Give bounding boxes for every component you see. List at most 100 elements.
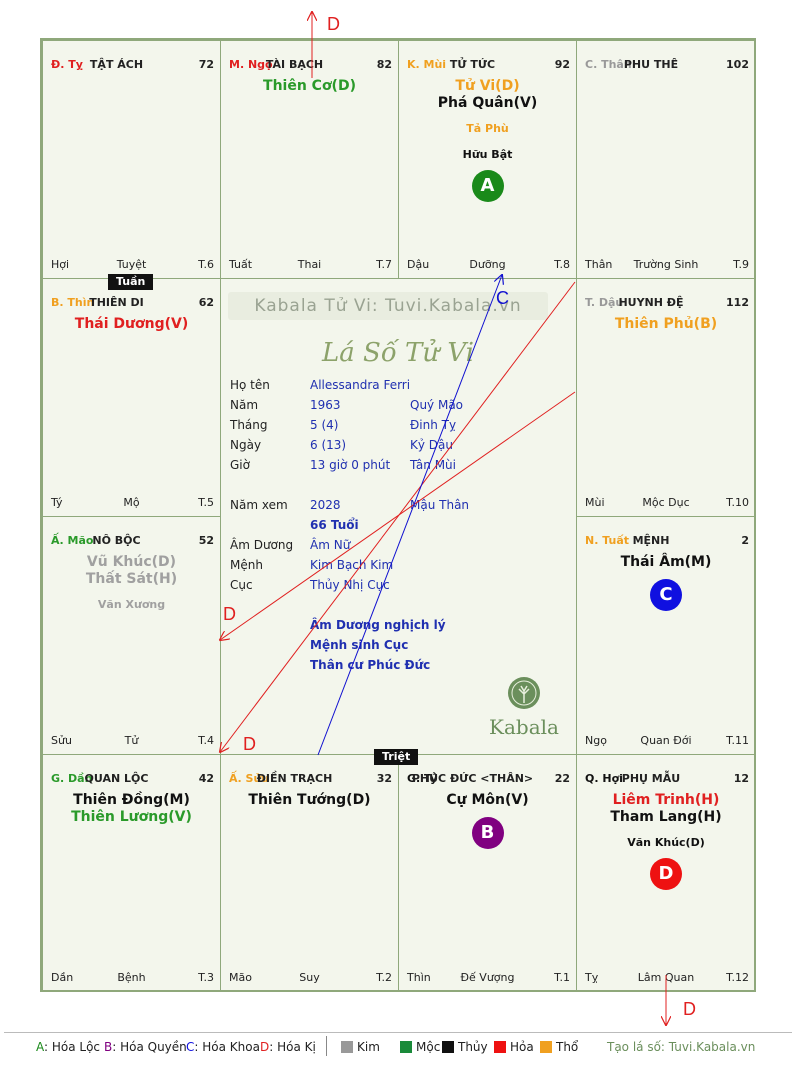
age-range: T.5 [198,496,214,509]
info-label: Mệnh [230,558,263,572]
chart-note: Thân cư Phúc Đức [310,658,431,672]
palace-name: TẬT ÁCH [89,58,144,71]
cycle-branch: Tý [51,496,63,509]
age-range: T.9 [733,258,749,271]
palace-thien-di[interactable]: B. Thìn THIÊN DI 62 Thái Dương(V) Tý Mộ T.5 [42,278,221,517]
age-range: T.3 [198,971,214,984]
palace-phu-the[interactable]: C. Thân PHU THÊ 102 Thân Trường Sinh T.9 [576,40,756,279]
palace-menh[interactable]: N. Tuất MỆNH 2 Thái Âm(M) C Ngọ Quan Đới T.11 [576,516,756,755]
info-canchi: Tân Mùi [410,458,456,472]
element-swatch [442,1041,454,1053]
transform-badge-d[interactable]: D [650,858,682,890]
life-stage: Thai [297,258,322,271]
palace-phuc-duc[interactable]: G. Tý PHÚC ĐỨC <THÂN> 22 Cự Môn(V) B Thìn Đế V… [398,754,577,992]
info-label: Âm Dương [230,538,294,552]
age-range: T.4 [198,734,214,747]
branch-label: M. Ngọ [229,58,273,71]
element-name: Thổ [556,1040,579,1054]
info-canchi: Mậu Thân [410,498,470,512]
stars-block: Thái Dương(V) [43,316,220,333]
minor-star: Hữu Bật [462,148,513,161]
info-label: Ngày [230,438,262,452]
stars-block: Liêm Trinh(H) Tham Lang(H) Văn Khúc(D) D [577,792,755,890]
legend-hoa-b: B: Hóa Quyền [104,1040,187,1054]
life-stage: Bệnh [117,971,146,984]
palace-number: 82 [376,58,392,71]
palace-name: TỬ TỨC [449,58,496,71]
transform-badge-b[interactable]: B [471,817,504,849]
minor-star: Văn Xương [97,598,166,611]
age-range: T.1 [554,971,570,984]
info-value: Allessandra Ferri [310,378,411,392]
element-name: Hỏa [510,1040,534,1054]
info-canchi: Quý Mão [410,398,464,412]
info-canchi: Đinh Tỵ [410,418,457,432]
branch-label: Ấ. Sửu [229,772,270,785]
transform-badge-c[interactable]: C [650,579,682,611]
info-value: 5 (4) [310,418,339,432]
age-range: T.2 [376,971,392,984]
legend-element: Thủy [442,1040,488,1054]
legend-hoa-a: A: Hóa Lộc [36,1040,100,1054]
palace-quan-loc[interactable]: G. Dần QUAN LỘC 42 Thiên Đồng(M) Thiên Lương… [42,754,221,992]
palace-number: 22 [554,772,570,785]
palace-number: 102 [726,58,749,71]
legend-text: : Hóa Lộc [44,1040,101,1054]
life-stage: Đế Vượng [460,971,515,984]
palace-number: 12 [733,772,749,785]
branch-label: T. Dậu [585,296,624,309]
cycle-branch: Ngọ [585,734,607,747]
legend-key: A [36,1040,44,1054]
legend-element: Thổ [540,1040,578,1054]
info-value: 13 giờ 0 phút [310,458,391,472]
stars-block: Thiên Đồng(M) Thiên Lương(V) [43,792,220,826]
palace-phu-mau[interactable]: Q. Hợi PHỤ MẪU 12 Liêm Trinh(H) Tham Lang(H)… [576,754,756,992]
label-d-bottom: D [683,999,696,1019]
palace-tat-ach[interactable]: Đ. Tỵ TẬT ÁCH 72 Hợi Tuyệt T.6 [42,40,221,279]
major-star: Thiên Cơ(D) [263,78,356,94]
element-swatch [540,1041,552,1053]
major-star: Tử Vi(D) [455,78,520,94]
palace-name: TÀI BẠCH [265,58,324,71]
major-star: Thiên Đồng(M) [73,792,190,808]
major-star: Thiên Phủ(B) [614,316,718,332]
branch-label: Q. Hợi [585,772,623,785]
info-label: Năm [230,398,259,412]
major-star: Liêm Trinh(H) [612,792,720,808]
palace-number: 62 [198,296,214,309]
info-value: Kim Bạch Kim [310,558,394,572]
cycle-branch: Mão [229,971,252,984]
branch-label: C. Thân [585,58,632,71]
palace-name: QUAN LỘC [84,772,149,785]
palace-tai-bach[interactable]: M. Ngọ TÀI BẠCH 82 Thiên Cơ(D) Tuất Thai T.7 [220,40,399,279]
major-star: Thiên Lương(V) [71,809,192,825]
palace-number: 32 [376,772,392,785]
cycle-branch: Thân [585,258,613,271]
age-range: T.6 [198,258,214,271]
tree-logo-icon [508,677,540,709]
site-credit[interactable]: Tạo lá số: Tuvi.Kabala.vn [607,1040,756,1054]
element-name: Mộc [416,1040,441,1054]
legend-text: : Hóa Kị [269,1040,316,1054]
palace-number: 72 [198,58,214,71]
palace-name: PHỤ MẪU [621,772,681,785]
element-swatch [341,1041,353,1053]
branch-label: N. Tuất [585,534,630,547]
legend-separator [326,1036,327,1056]
minor-star: Văn Khúc(D) [627,836,705,849]
legend-element: Hỏa [494,1040,534,1054]
palace-no-boc[interactable]: Ấ. Mão NÔ BỘC 52 Vũ Khúc(D) Thất Sát(H) Văn X… [42,516,221,755]
palace-huynh-de[interactable]: T. Dậu HUYNH ĐỆ 112 Thiên Phủ(B) Mùi Mộc Dục T… [576,278,756,517]
stars-block: Tử Vi(D) Phá Quân(V) Tả Phù Hữu Bật A [399,78,576,202]
legend-bar: A: Hóa Lộc B: Hóa Quyền C: Hóa Khoa D: Hóa … [0,1032,796,1066]
major-star: Tham Lang(H) [610,809,722,825]
info-label: Cục [230,578,253,592]
palace-number: 112 [726,296,749,309]
palace-number: 2 [741,534,749,547]
palace-dien-trach[interactable]: Ấ. Sửu ĐIỀN TRẠCH 32 Thiên Tướng(D) Mão Suy T.… [220,754,399,992]
transform-badge-a[interactable]: A [471,170,504,202]
legend-text: : Hóa Khoa [194,1040,260,1054]
age-range: T.7 [376,258,392,271]
palace-tu-tuc[interactable]: K. Mùi TỬ TỨC 92 Tử Vi(D) Phá Quân(V) Tả Phù H… [398,40,577,279]
life-stage: Quan Đới [640,734,692,747]
